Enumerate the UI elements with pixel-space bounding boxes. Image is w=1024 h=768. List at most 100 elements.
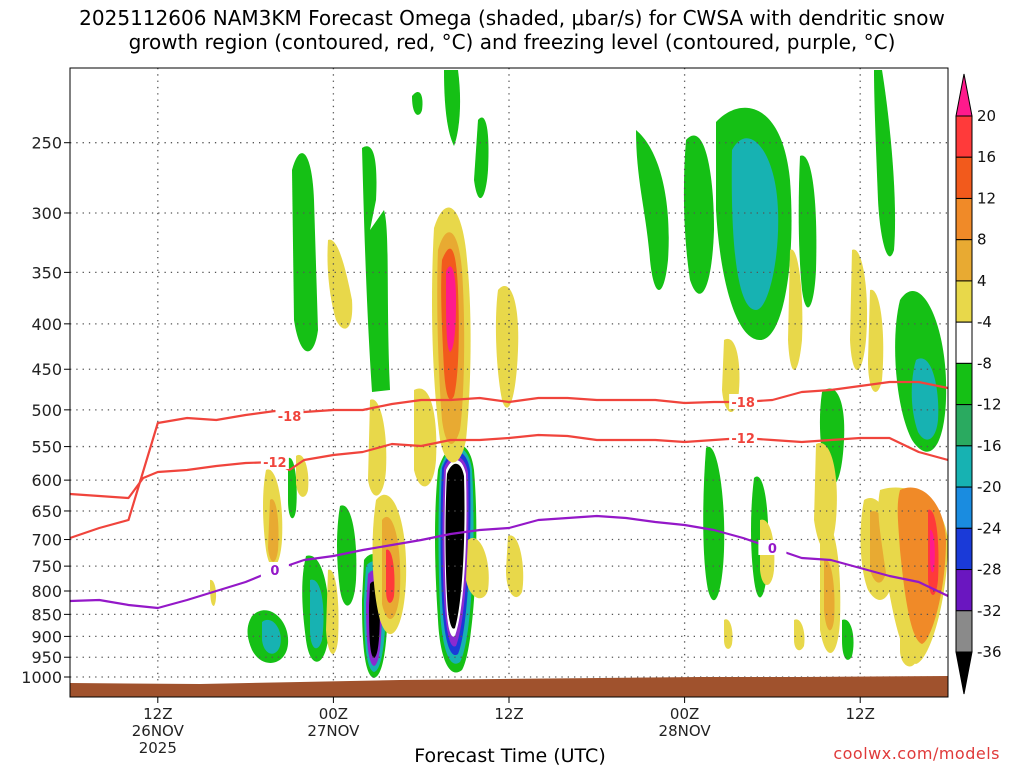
y-tick-label: 450 (31, 360, 62, 379)
omega-descent-region (788, 249, 803, 370)
omega-ascent-region (474, 117, 489, 199)
omega-descent-region (296, 454, 309, 497)
omega-descent-region (930, 529, 935, 573)
x-tick-label: 2025 (139, 739, 177, 757)
colorbar-swatch (955, 404, 973, 447)
omega-ascent-region (911, 358, 939, 440)
colorbar-label: 8 (977, 231, 987, 249)
omega-ascent-region (288, 457, 297, 519)
credit-text: coolwx.com/models (833, 744, 1000, 763)
omega-descent-region (446, 266, 456, 352)
omega-ascent-region (412, 91, 423, 115)
omega-ascent-region (683, 135, 714, 294)
y-tick-label: 500 (31, 401, 62, 420)
colorbar-label: -12 (977, 396, 1002, 414)
colorbar-bottom-arrow (955, 651, 973, 695)
contour-line (70, 433, 948, 500)
chart-title: 2025112606 NAM3KM Forecast Omega (shaded… (0, 6, 1024, 54)
colorbar-swatch (955, 362, 973, 406)
omega-descent-region (850, 249, 868, 370)
y-tick-label: 550 (31, 438, 62, 457)
chart-title-line-2: growth region (contoured, red, °C) and f… (128, 30, 896, 54)
colorbar-label: 20 (977, 107, 996, 125)
chart-title-line-1: 2025112606 NAM3KM Forecast Omega (shaded… (79, 6, 945, 30)
colorbar-label: -20 (977, 478, 1002, 496)
colorbar-swatch (955, 445, 973, 488)
x-tick-label: 26NOV (132, 722, 185, 740)
colorbar-label: -24 (977, 519, 1002, 537)
omega-shading (210, 70, 948, 678)
omega-ascent-region (703, 446, 725, 601)
x-axis-title: Forecast Time (UTC) (414, 745, 606, 767)
omega-ascent-region (874, 70, 896, 257)
contour-label: -18 (731, 396, 755, 411)
contour-label-bg (260, 454, 289, 469)
x-tick-label: 00Z (670, 705, 699, 723)
omega-ascent-region (731, 138, 779, 310)
omega-descent-region (900, 628, 918, 667)
omega-descent-region (824, 559, 835, 631)
y-tick-label: 750 (31, 557, 62, 576)
x-tick-label: 27NOV (307, 722, 360, 740)
y-tick-label: 300 (31, 204, 62, 223)
omega-descent-region (466, 538, 489, 599)
colorbar-label: -28 (977, 561, 1002, 579)
x-tick-label: 12Z (143, 705, 172, 723)
x-tick-label: 12Z (846, 705, 875, 723)
omega-descent-region (327, 239, 353, 329)
colorbar: 20 16 12 8 4 -4 -8 -12 -16 -20 -24 -28 -32 -36 (955, 73, 1002, 695)
omega-descent-region (495, 286, 519, 408)
colorbar-swatch (955, 239, 973, 282)
y-tick-label: 1000 (21, 668, 62, 687)
x-tick-label: 12Z (494, 705, 523, 723)
y-tick-label: 800 (31, 582, 62, 601)
contour-label-bg (729, 430, 758, 445)
omega-ascent-region (842, 619, 854, 660)
pressure-gridlines (70, 68, 948, 697)
contour-lines: -18 -18 -12 -12 0 0 (70, 380, 948, 610)
contour-label-bg (758, 540, 787, 555)
contour-label: -12 (731, 432, 755, 447)
colorbar-swatch (955, 280, 973, 323)
omega-ascent-region (362, 146, 390, 392)
colorbar-top-arrow (955, 73, 973, 117)
y-tick-label: 350 (31, 263, 62, 282)
colorbar-label: -16 (977, 437, 1002, 455)
y-tick-label: 600 (31, 471, 62, 490)
omega-ascent-region (636, 130, 669, 290)
contour-label: -12 (263, 456, 287, 471)
colorbar-swatch (955, 486, 973, 529)
contour-line (70, 514, 948, 610)
omega-descent-region (268, 499, 279, 562)
omega-descent-region (724, 619, 733, 649)
x-tick-label: 28NOV (659, 722, 712, 740)
omega-ascent-region (444, 70, 461, 146)
omega-descent-region (414, 388, 437, 487)
contour-label: 0 (768, 542, 777, 557)
colorbar-swatch (955, 569, 973, 612)
y-tick-label: 650 (31, 502, 62, 521)
colorbar-label: -8 (977, 354, 992, 372)
colorbar-swatch (955, 115, 973, 158)
y-tick-label: 400 (31, 315, 62, 334)
omega-ascent-region (337, 505, 357, 606)
contour-label-bg (729, 394, 758, 409)
colorbar-label: 4 (977, 272, 987, 290)
contour-line (70, 380, 948, 540)
omega-ascent-region (798, 155, 817, 308)
colorbar-swatch (955, 197, 973, 241)
contour-label: 0 (270, 564, 279, 579)
colorbar-label: -32 (977, 602, 1002, 620)
omega-ascent-core (445, 463, 465, 629)
y-tick-label: 850 (31, 605, 62, 624)
omega-descent-region (506, 535, 524, 598)
colorbar-swatch (955, 610, 973, 653)
y-tick-label: 950 (31, 648, 62, 667)
contour-label-bg (260, 562, 289, 577)
terrain-fill (70, 676, 948, 697)
colorbar-swatch (955, 527, 973, 571)
colorbar-label: -36 (977, 643, 1002, 661)
omega-descent-region (386, 549, 395, 603)
contour-label-bg (275, 408, 304, 423)
